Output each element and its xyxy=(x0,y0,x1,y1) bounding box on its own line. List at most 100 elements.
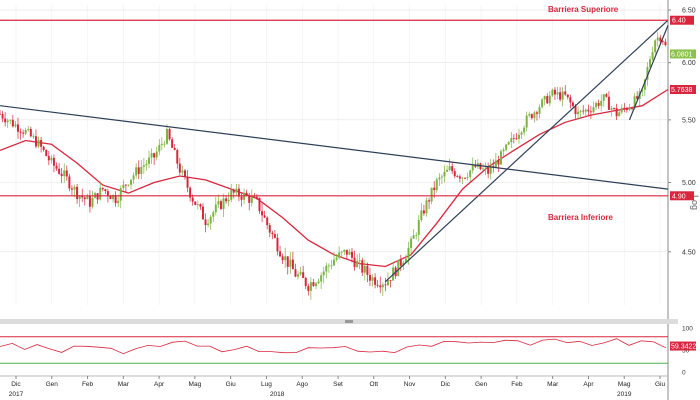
candle-body xyxy=(651,52,654,60)
candle-body xyxy=(348,251,351,255)
candle-body xyxy=(0,113,1,115)
candle-body xyxy=(219,201,222,209)
candle-body xyxy=(284,256,287,261)
candle-body xyxy=(600,100,603,106)
candle-body xyxy=(425,200,428,214)
candle-body xyxy=(217,201,220,205)
candle-body xyxy=(153,153,156,158)
candle-body xyxy=(386,280,389,286)
trendline xyxy=(384,19,669,283)
candle-body xyxy=(250,196,253,203)
candle-body xyxy=(487,167,490,174)
candle-body xyxy=(32,136,35,138)
y-tick-label: 6.00 xyxy=(682,60,696,67)
candle-body xyxy=(273,234,276,238)
candle-body xyxy=(315,283,318,287)
x-tick-label: Feb xyxy=(82,381,94,388)
candle-body xyxy=(181,170,184,173)
candle-body xyxy=(11,119,14,127)
candle-body xyxy=(70,188,73,190)
candle-body xyxy=(448,166,451,170)
x-tick-label: Gen xyxy=(46,381,59,388)
candle-body xyxy=(546,96,549,104)
candle-body xyxy=(661,41,664,42)
candle-body xyxy=(230,189,233,200)
candle-body xyxy=(6,120,9,123)
candle-body xyxy=(356,260,359,268)
candle-body xyxy=(248,195,251,203)
candle-body xyxy=(289,259,292,267)
oscillator-chart: 100 50 0 59.3422 Dic Gen Feb Mar Apr Mag Giu Lug Ago… xyxy=(0,324,700,400)
candle-body xyxy=(358,260,361,262)
candle-body xyxy=(122,184,125,189)
oscillator-tick-label: 0 xyxy=(682,370,686,377)
candle-body xyxy=(168,128,171,140)
current-value-label: 6.0801 xyxy=(671,51,693,58)
candle-body xyxy=(641,89,644,92)
candle-body xyxy=(446,169,449,172)
candle-body xyxy=(433,187,436,191)
candle-body xyxy=(620,107,623,113)
candle-body xyxy=(142,165,145,167)
candle-body xyxy=(623,107,626,109)
candle-body xyxy=(214,204,217,213)
candle-body xyxy=(335,257,338,260)
candle-body xyxy=(530,114,533,119)
trendline xyxy=(0,105,669,190)
candle-body xyxy=(605,94,608,97)
candle-body xyxy=(654,40,657,53)
candle-body xyxy=(533,112,536,119)
candle-body xyxy=(343,249,346,252)
candle-body xyxy=(428,200,431,202)
candle-body xyxy=(371,277,374,281)
candle-body xyxy=(443,171,446,177)
x-tick-label: Mag xyxy=(618,381,631,388)
candle-body xyxy=(520,132,523,135)
splitter-grip[interactable] xyxy=(345,320,353,323)
candle-body xyxy=(86,195,89,200)
candle-body xyxy=(538,107,541,114)
candle-body xyxy=(186,177,189,188)
candle-body xyxy=(58,168,61,174)
pane-splitter[interactable] xyxy=(0,319,678,324)
candle-body xyxy=(659,37,662,42)
candle-body xyxy=(510,137,513,143)
candle-body xyxy=(494,160,497,168)
x-tick-label: Nov xyxy=(404,381,416,388)
price-chart: 6.50 6.00 5.50 5.00 4.50 Log Barriera Superior… xyxy=(0,0,700,320)
candle-body xyxy=(304,277,307,287)
candle-body xyxy=(171,139,174,148)
candle-body xyxy=(263,215,266,218)
candle-body xyxy=(14,124,17,127)
candle-body xyxy=(178,163,181,173)
candle-body xyxy=(199,204,202,207)
candle-body xyxy=(325,265,328,272)
candle-body xyxy=(232,189,235,193)
candle-body xyxy=(99,187,102,200)
x-tick-label: Set xyxy=(333,381,343,388)
candle-body xyxy=(579,110,582,112)
candle-body xyxy=(124,184,127,186)
candle-body xyxy=(502,149,505,152)
candle-body xyxy=(52,157,55,166)
candle-body xyxy=(451,166,454,172)
candle-body xyxy=(183,170,186,178)
candle-body xyxy=(607,96,610,110)
candle-body xyxy=(88,195,91,207)
candle-body xyxy=(42,146,45,150)
candle-body xyxy=(60,173,63,177)
candle-body xyxy=(302,272,305,278)
candle-body xyxy=(309,282,312,291)
candle-body xyxy=(505,144,508,150)
candle-body xyxy=(613,108,616,109)
candle-body xyxy=(500,151,502,165)
candle-body xyxy=(474,164,477,167)
x-tick-label: Dic xyxy=(11,381,21,388)
candle-body xyxy=(16,124,19,132)
candle-body xyxy=(374,277,377,285)
candle-body xyxy=(615,108,618,117)
barrier-value-tag xyxy=(670,191,694,201)
candle-body xyxy=(317,281,320,284)
candle-body xyxy=(548,95,551,104)
